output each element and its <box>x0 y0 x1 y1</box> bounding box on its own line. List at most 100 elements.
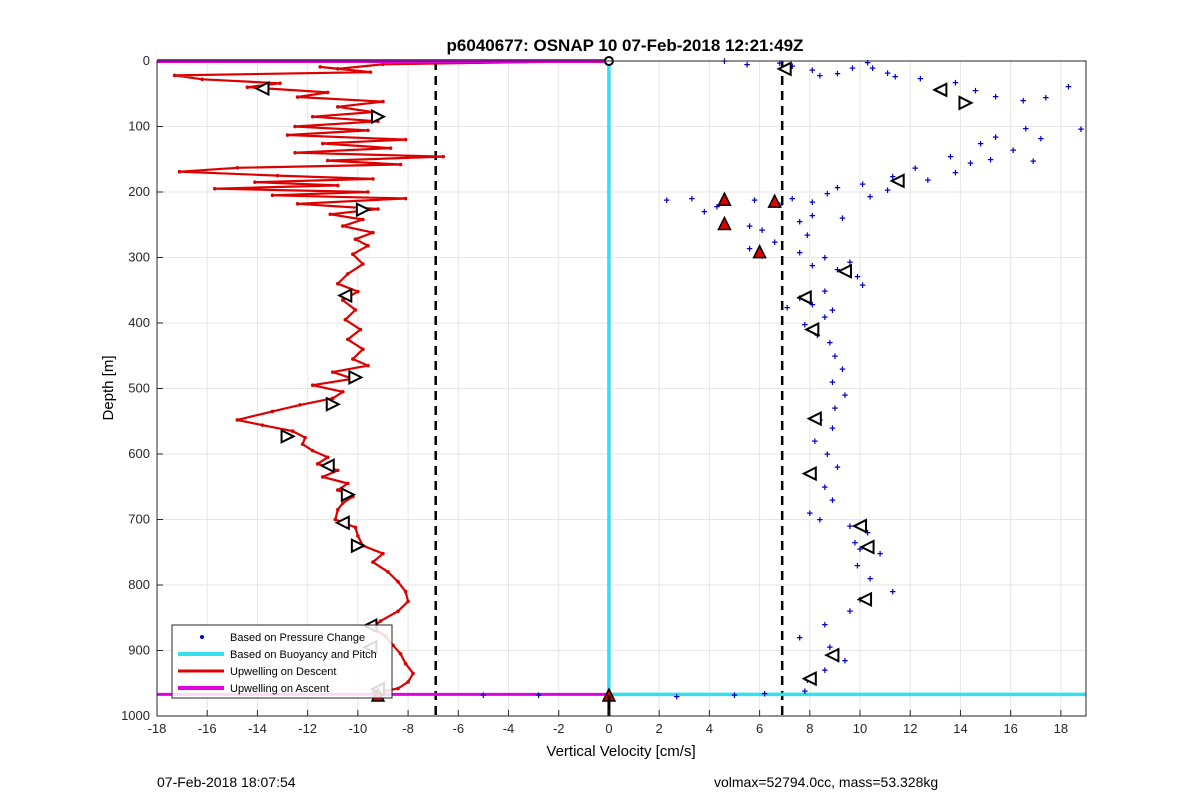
pressure-point: + <box>809 197 815 209</box>
pressure-point: + <box>847 606 853 618</box>
pressure-point: + <box>852 537 858 549</box>
descent-point <box>341 224 345 228</box>
pressure-point: + <box>784 302 790 314</box>
descent-point <box>335 507 340 512</box>
descent-point <box>285 133 290 137</box>
pressure-point: + <box>867 573 873 585</box>
y-tick-label: 0 <box>143 53 150 68</box>
descent-point <box>298 403 302 407</box>
x-tick-label: -14 <box>248 721 267 736</box>
pressure-point: + <box>832 351 838 363</box>
pressure-point: + <box>992 91 998 103</box>
descent-point <box>341 389 345 394</box>
pressure-point: + <box>807 508 813 520</box>
descent-point <box>388 146 393 150</box>
triangle-right-marker <box>350 538 367 554</box>
descent-point <box>212 186 217 191</box>
pressure-point: + <box>721 56 727 68</box>
descent-point <box>310 383 315 388</box>
descent-point <box>356 289 360 294</box>
descent-point <box>335 468 340 473</box>
pressure-point: + <box>1023 123 1029 135</box>
pressure-point: + <box>834 182 840 194</box>
x-tick-label: 18 <box>1054 721 1068 736</box>
y-tick-label: 300 <box>128 250 150 265</box>
pressure-point: + <box>822 312 828 324</box>
descent-point <box>318 65 323 69</box>
triangle-right-marker <box>370 109 387 125</box>
descent-point <box>411 671 415 676</box>
pressure-point: + <box>1043 93 1049 105</box>
descent-point <box>396 686 400 691</box>
pressure-point: + <box>917 74 923 86</box>
y-axis-label: Depth [m] <box>100 355 117 420</box>
x-tick-label: 12 <box>903 721 917 736</box>
pressure-point: + <box>797 247 803 259</box>
descent-point <box>335 67 340 71</box>
pressure-point: + <box>827 338 833 350</box>
triangle-up-marker <box>767 193 782 208</box>
pressure-point: + <box>1030 156 1036 168</box>
descent-point <box>335 281 340 286</box>
pressure-point: + <box>822 482 828 494</box>
descent-point <box>303 435 307 440</box>
pressure-point: + <box>751 195 757 207</box>
y-tick-label: 500 <box>128 381 150 396</box>
pressure-point: + <box>864 57 870 69</box>
pressure-point: + <box>817 70 823 82</box>
y-tick-label: 200 <box>128 184 150 199</box>
pressure-point: + <box>839 213 845 225</box>
y-tick-label: 400 <box>128 315 150 330</box>
descent-point <box>310 448 315 453</box>
triangle-left-marker <box>889 173 905 189</box>
descent-point <box>353 525 358 530</box>
pressure-point: + <box>746 221 752 233</box>
descent-point <box>290 429 295 433</box>
pressure-point: + <box>842 655 848 667</box>
pressure-point: + <box>992 132 998 144</box>
descent-point <box>366 128 370 133</box>
triangle-left-marker <box>337 287 353 304</box>
descent-point <box>335 488 340 492</box>
chart-title: p6040677: OSNAP 10 07-Feb-2018 12:21:49Z <box>447 36 804 55</box>
descent-point <box>366 243 370 248</box>
descent-point <box>396 609 400 613</box>
descent-point <box>245 85 250 89</box>
pressure-point: + <box>1078 124 1084 136</box>
descent-point <box>353 308 358 312</box>
footer-timestamp: 07-Feb-2018 18:07:54 <box>157 774 296 790</box>
descent-point <box>403 137 408 142</box>
pressure-point: + <box>817 515 823 527</box>
descent-point <box>361 347 365 352</box>
descent-point <box>320 141 325 146</box>
triangle-left-marker <box>932 82 948 98</box>
pressure-point: + <box>854 271 860 283</box>
triangle-left-marker <box>824 647 840 663</box>
pressure-point: + <box>797 632 803 644</box>
triangle-left-marker <box>801 466 817 482</box>
descent-point <box>361 217 365 222</box>
descent-point <box>371 177 375 181</box>
pressure-point: + <box>847 257 853 269</box>
x-tick-label: -6 <box>453 721 465 736</box>
x-tick-label: -12 <box>298 721 317 736</box>
pressure-point: + <box>822 619 828 631</box>
descent-point <box>406 680 410 684</box>
pressure-point: + <box>731 690 737 702</box>
y-tick-label: 800 <box>128 577 150 592</box>
legend-swatch <box>200 635 204 639</box>
pressure-point: + <box>824 188 830 200</box>
pressure-point: + <box>822 286 828 298</box>
descent-point <box>351 357 355 361</box>
pressure-point: + <box>947 152 953 164</box>
pressure-point: + <box>535 690 541 702</box>
pressure-point: + <box>809 260 815 272</box>
pressure-point: + <box>839 364 845 376</box>
pressure-point: + <box>480 690 486 702</box>
descent-point <box>353 237 358 241</box>
x-tick-label: -2 <box>553 721 565 736</box>
pressure-point: + <box>859 179 865 191</box>
pressure-point: + <box>952 167 958 179</box>
descent-point <box>275 173 280 178</box>
pressure-point: + <box>864 528 870 540</box>
